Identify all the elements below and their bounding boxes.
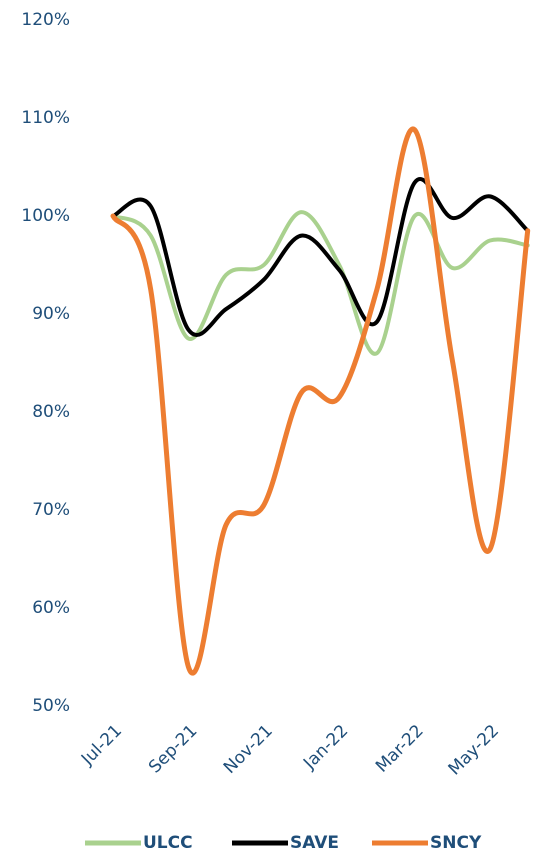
x-tick-label: May-22 bbox=[445, 721, 503, 779]
legend-text: SAVE bbox=[290, 833, 339, 853]
y-tick-label: 80% bbox=[32, 402, 70, 422]
y-tick-label: 70% bbox=[32, 500, 70, 520]
legend-text: SNCY bbox=[430, 833, 482, 853]
series-line bbox=[110, 126, 531, 676]
series-line bbox=[111, 177, 530, 337]
y-tick-label: 90% bbox=[32, 304, 70, 324]
y-tick-label: 60% bbox=[32, 598, 70, 618]
legend-text: ULCC bbox=[143, 833, 193, 853]
x-tick-label: Jul-21 bbox=[77, 721, 126, 770]
y-tick-label: 50% bbox=[32, 696, 70, 716]
y-tick-label: 110% bbox=[21, 108, 70, 128]
y-tick-label: 120% bbox=[21, 10, 70, 30]
x-tick-label: Mar-22 bbox=[372, 721, 428, 777]
y-tick-label: 100% bbox=[21, 206, 70, 226]
x-tick-label: Nov-21 bbox=[220, 721, 277, 778]
x-tick-label: Jan-22 bbox=[299, 721, 352, 774]
x-tick-label: Sep-21 bbox=[145, 721, 201, 777]
series-line bbox=[111, 210, 530, 356]
